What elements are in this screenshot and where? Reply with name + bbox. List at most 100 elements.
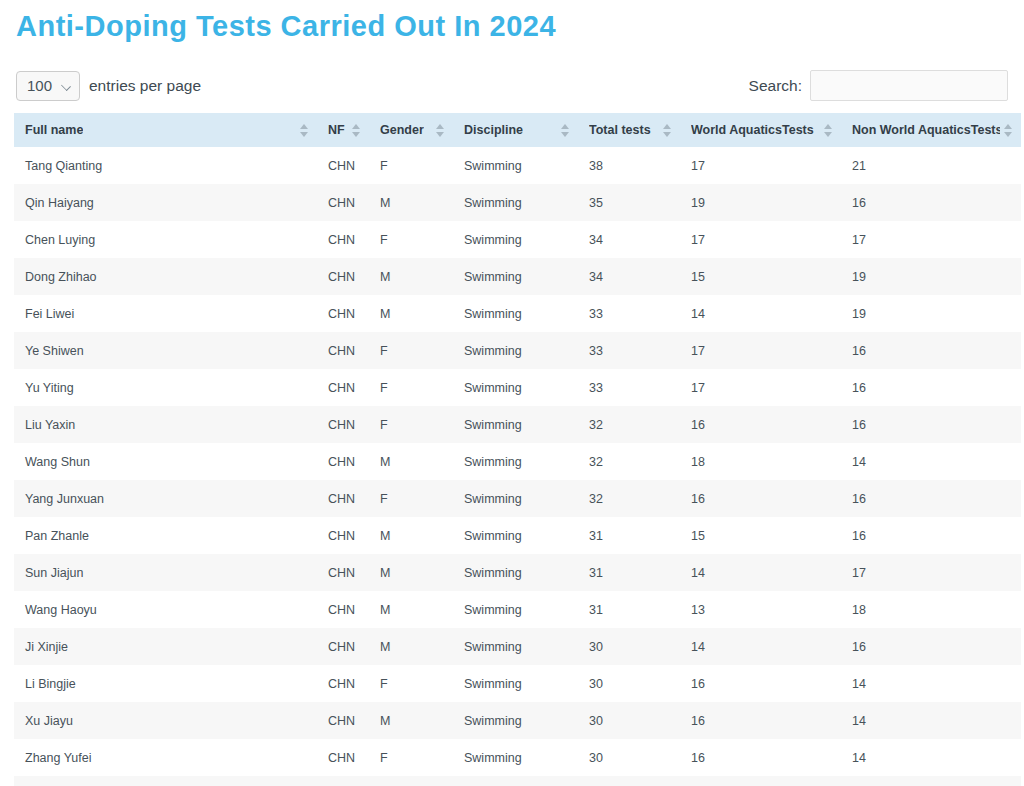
table-cell: F (369, 147, 453, 184)
table-cell: 16 (680, 665, 841, 702)
table-header: Full name NF Gender Discipline T (14, 113, 1021, 147)
table-cell: M (369, 443, 453, 480)
column-header-full-name[interactable]: Full name (14, 113, 317, 147)
table-cell: 16 (680, 406, 841, 443)
entries-per-page-select-wrap: 100 (16, 71, 80, 101)
table-cell: 17 (841, 554, 1021, 591)
table-row: Xu JiayuCHNMSwimming301614 (14, 702, 1021, 739)
table-cell: Swimming (453, 147, 578, 184)
table-cell: M (369, 517, 453, 554)
table-cell: 17 (680, 147, 841, 184)
table-body: Tang QiantingCHNFSwimming381721Qin Haiya… (14, 147, 1021, 776)
table-cell: 16 (841, 406, 1021, 443)
column-header-label: Gender (380, 123, 424, 137)
sort-icon (436, 124, 444, 137)
table-cell: 13 (680, 591, 841, 628)
table-cell: 17 (680, 221, 841, 258)
table-cell: Swimming (453, 369, 578, 406)
table-cell: 17 (680, 332, 841, 369)
table-cell: 33 (578, 369, 680, 406)
table-cell: M (369, 591, 453, 628)
column-header-label: NF (328, 123, 345, 137)
table-row: Sun JiajunCHNMSwimming311417 (14, 554, 1021, 591)
table-row: Dong ZhihaoCHNMSwimming341519 (14, 258, 1021, 295)
table-cell: 18 (680, 443, 841, 480)
table-cell: CHN (317, 628, 369, 665)
table-cell: CHN (317, 554, 369, 591)
table-cell: 14 (680, 295, 841, 332)
table-cell: 14 (841, 739, 1021, 776)
table-cell: Ji Xinjie (14, 628, 317, 665)
table-cell: 16 (841, 480, 1021, 517)
table-cell: Swimming (453, 702, 578, 739)
sort-icon (663, 124, 671, 137)
table-cell: Yu Yiting (14, 369, 317, 406)
table-cell: Swimming (453, 628, 578, 665)
column-header-non-world-aquatics-tests[interactable]: Non World AquaticsTests (841, 113, 1021, 147)
table-cell: 14 (841, 665, 1021, 702)
table-cell: CHN (317, 702, 369, 739)
table-cell: 19 (680, 184, 841, 221)
column-header-gender[interactable]: Gender (369, 113, 453, 147)
table-cell: Fei Liwei (14, 295, 317, 332)
search-input[interactable] (810, 70, 1008, 101)
table-cell: CHN (317, 258, 369, 295)
results-table: Full name NF Gender Discipline T (14, 113, 1021, 776)
table-cell: 30 (578, 628, 680, 665)
table-cell: 34 (578, 258, 680, 295)
table-cell: 18 (841, 591, 1021, 628)
table-cell: 16 (841, 332, 1021, 369)
table-cell: 14 (841, 443, 1021, 480)
table-cell: Swimming (453, 554, 578, 591)
search-control: Search: (749, 70, 1008, 101)
table-header-row: Full name NF Gender Discipline T (14, 113, 1021, 147)
table-cell: 21 (841, 147, 1021, 184)
column-header-nf[interactable]: NF (317, 113, 369, 147)
table-cell: 33 (578, 295, 680, 332)
sort-icon (300, 124, 308, 137)
table-cell: CHN (317, 517, 369, 554)
column-header-discipline[interactable]: Discipline (453, 113, 578, 147)
table-cell: 30 (578, 702, 680, 739)
column-header-total-tests[interactable]: Total tests (578, 113, 680, 147)
table-row: Zhang YufeiCHNFSwimming301614 (14, 739, 1021, 776)
table-cell: Swimming (453, 184, 578, 221)
column-header-label: Total tests (589, 123, 651, 137)
table-cell: 15 (680, 258, 841, 295)
sort-icon (1004, 124, 1012, 137)
entries-per-page-select[interactable]: 100 (16, 71, 80, 101)
table-cell: 16 (680, 739, 841, 776)
table-cell: 32 (578, 443, 680, 480)
entries-per-page: 100 entries per page (16, 71, 201, 101)
table-row: Pan ZhanleCHNMSwimming311516 (14, 517, 1021, 554)
table-cell: M (369, 184, 453, 221)
table-cell: CHN (317, 480, 369, 517)
table-cell: CHN (317, 591, 369, 628)
sort-icon (824, 124, 832, 137)
table-cell: CHN (317, 295, 369, 332)
table-cell: CHN (317, 369, 369, 406)
table-cell: Qin Haiyang (14, 184, 317, 221)
table-cell: F (369, 406, 453, 443)
table-row: Ji XinjieCHNMSwimming301416 (14, 628, 1021, 665)
column-header-world-aquatics-tests[interactable]: World AquaticsTests (680, 113, 841, 147)
table-cell: 17 (841, 221, 1021, 258)
table-cell: 19 (841, 295, 1021, 332)
table-cell: M (369, 258, 453, 295)
table-cell: F (369, 480, 453, 517)
table-cell: Swimming (453, 443, 578, 480)
table-cell: Tang Qianting (14, 147, 317, 184)
table-row: Li BingjieCHNFSwimming301614 (14, 665, 1021, 702)
table-cell: Ye Shiwen (14, 332, 317, 369)
table-cell: Swimming (453, 480, 578, 517)
table-cell: CHN (317, 665, 369, 702)
column-header-label: World AquaticsTests (691, 123, 814, 137)
column-header-label: Non World AquaticsTests (852, 123, 1000, 137)
table-cell: Sun Jiajun (14, 554, 317, 591)
table-cell: 17 (680, 369, 841, 406)
table-cell: 16 (841, 517, 1021, 554)
table-cell: CHN (317, 147, 369, 184)
table-row: Tang QiantingCHNFSwimming381721 (14, 147, 1021, 184)
table-cell: CHN (317, 332, 369, 369)
sort-icon (561, 124, 569, 137)
